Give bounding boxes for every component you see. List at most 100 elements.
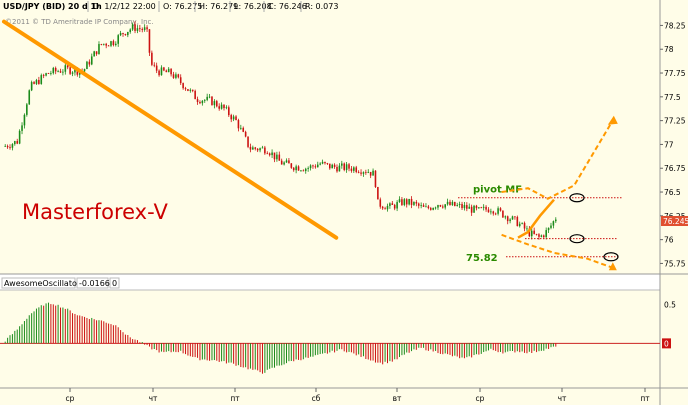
candle-body xyxy=(441,206,444,208)
price-tick-label: 77 xyxy=(664,140,674,149)
candle-body xyxy=(249,146,252,150)
candle-body xyxy=(119,33,122,36)
candle-body xyxy=(175,74,177,78)
candle-body xyxy=(439,205,442,207)
candle-body xyxy=(179,77,182,84)
level-marker-circle xyxy=(603,252,619,262)
candle-body xyxy=(40,75,43,84)
candle-body xyxy=(391,203,394,205)
osc-zero-box xyxy=(109,277,120,289)
price-axis-bg xyxy=(660,0,688,405)
candle-body xyxy=(506,216,509,222)
osc-title[interactable]: AwesomeOscillator xyxy=(4,279,81,288)
candle-body xyxy=(473,205,475,213)
candle-body xyxy=(218,106,220,109)
candle-body xyxy=(170,68,172,75)
candle-body xyxy=(314,166,317,168)
candle-body xyxy=(542,235,545,238)
candle-body xyxy=(201,100,204,104)
candle-body xyxy=(336,166,338,172)
candle-body xyxy=(143,27,146,30)
candle-body xyxy=(215,101,218,107)
candle-body xyxy=(377,186,379,200)
price-tick-label: 76.5 xyxy=(664,188,681,197)
candle-body xyxy=(429,208,432,210)
candle-body xyxy=(64,65,67,72)
candle-body xyxy=(252,147,254,150)
candle-body xyxy=(302,170,305,172)
candle-body xyxy=(146,27,148,30)
candle-body xyxy=(490,211,492,213)
candle-body xyxy=(6,145,9,148)
candle-body xyxy=(206,96,208,100)
candle-body xyxy=(155,65,158,71)
candle-body xyxy=(538,234,540,237)
candle-body xyxy=(83,69,86,72)
candle-body xyxy=(485,206,487,210)
candle-body xyxy=(98,44,100,55)
candle-body xyxy=(141,29,144,30)
time-tick-label: пт xyxy=(230,394,240,403)
candle-body xyxy=(511,216,514,220)
candle-body xyxy=(148,29,151,53)
candle-body xyxy=(165,70,168,73)
candle-body xyxy=(454,201,456,206)
candle-body xyxy=(26,104,28,115)
time-tick-label: чт xyxy=(149,394,158,403)
projection-down-arrowhead xyxy=(608,262,617,271)
candle-body xyxy=(333,164,336,167)
downtrend-line xyxy=(2,19,339,240)
candle-body xyxy=(307,168,309,169)
candle-body xyxy=(384,208,386,210)
price-tick-label: 77.25 xyxy=(664,117,686,126)
symbol-label[interactable]: USD/JPY (BID) 20 d 1h xyxy=(3,2,102,11)
candle-body xyxy=(9,147,11,149)
candle-body xyxy=(139,28,141,30)
osc-value-box xyxy=(76,277,109,289)
candle-body xyxy=(177,74,180,78)
time-tick-label: ср xyxy=(66,394,75,403)
candle-body xyxy=(28,90,31,105)
candle-body xyxy=(547,227,550,231)
candle-body xyxy=(468,206,471,209)
candle-body xyxy=(256,148,259,151)
candle-body xyxy=(372,170,374,176)
candle-body xyxy=(30,82,33,91)
candle-body xyxy=(516,216,519,227)
candle-body xyxy=(220,104,223,109)
candle-body xyxy=(151,52,153,65)
candle-body xyxy=(235,116,237,121)
candle-body xyxy=(69,67,71,74)
time-tick-label: ср xyxy=(476,394,485,403)
candle-body xyxy=(415,201,418,204)
candle-body xyxy=(321,161,324,164)
candle-body xyxy=(268,153,271,156)
candle-body xyxy=(396,202,398,209)
candle-body xyxy=(110,41,112,46)
candle-body xyxy=(254,147,257,149)
candle-body xyxy=(59,71,62,73)
candle-body xyxy=(237,120,240,129)
candle-body xyxy=(401,199,403,205)
candle-body xyxy=(379,199,382,207)
candle-body xyxy=(271,152,273,156)
candle-body xyxy=(437,205,439,208)
candle-body xyxy=(54,67,57,72)
candle-body xyxy=(413,201,415,205)
candle-body xyxy=(360,172,362,174)
candle-body xyxy=(66,65,69,68)
candle-body xyxy=(374,170,377,187)
candle-body xyxy=(107,45,110,47)
time-tick-label: пт xyxy=(640,394,650,403)
candle-body xyxy=(228,107,230,116)
candle-body xyxy=(38,79,40,84)
candle-body xyxy=(124,33,127,36)
candle-body xyxy=(533,230,535,234)
candle-body xyxy=(240,127,242,129)
oscillator-axis: 0.50 xyxy=(662,301,676,349)
watermark-text: Masterforex-V xyxy=(22,200,168,224)
candle-body xyxy=(100,44,103,45)
candle-body xyxy=(535,233,538,235)
